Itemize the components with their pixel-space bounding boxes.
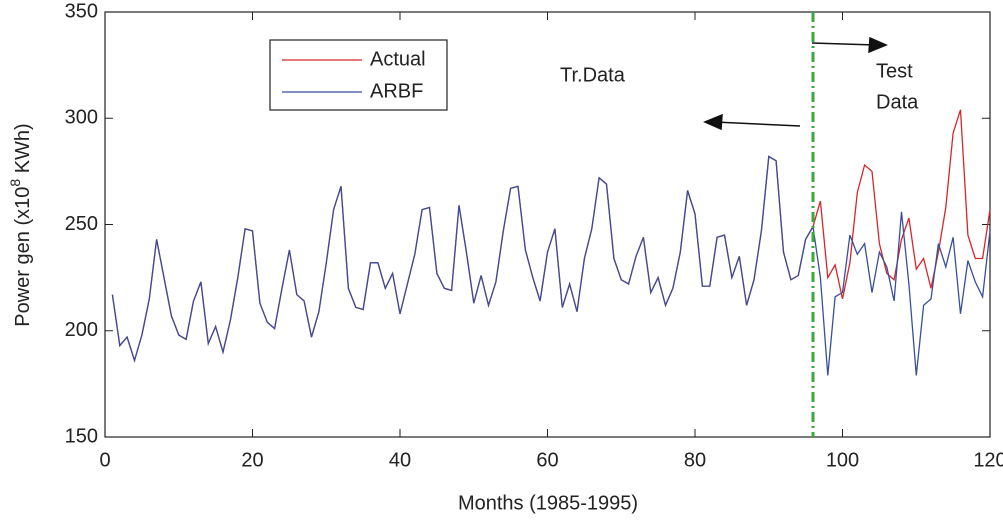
x-tick-label: 40 <box>389 449 411 471</box>
x-tick-label: 80 <box>684 449 706 471</box>
x-tick-label: 0 <box>99 449 110 471</box>
legend-label: Actual <box>370 48 426 70</box>
arrow-head <box>703 113 723 131</box>
arrow-line <box>714 121 801 127</box>
y-tick-label: 200 <box>65 319 98 341</box>
arrow-head <box>868 36 888 54</box>
y-tick-label: 150 <box>65 425 98 447</box>
legend-box <box>269 39 448 111</box>
y-label-unit: KWh) <box>12 123 34 179</box>
y-axis-label: Power gen (x108 KWh) <box>7 123 35 326</box>
annotation: Test <box>876 60 913 82</box>
plot-frame <box>104 11 991 438</box>
annotation: Tr.Data <box>560 64 626 86</box>
y-tick-label: 350 <box>65 0 98 22</box>
annotation: Data <box>876 91 919 113</box>
x-tick-label: 120 <box>973 449 1003 471</box>
legend-label: ARBF <box>370 80 423 102</box>
x-tick-label: 60 <box>536 449 558 471</box>
x-tick-label: 100 <box>826 449 859 471</box>
y-label-text: Power gen (x10 <box>12 187 34 327</box>
series-line <box>111 155 991 376</box>
x-axis-label: Months (1985-1995) <box>458 492 638 514</box>
arrows <box>703 36 888 131</box>
x-tick-label: 20 <box>241 449 263 471</box>
y-tick-label: 300 <box>65 107 98 129</box>
arrow-line <box>811 42 876 46</box>
y-label-sup: 8 <box>7 179 23 187</box>
y-tick-label: 250 <box>65 213 98 235</box>
